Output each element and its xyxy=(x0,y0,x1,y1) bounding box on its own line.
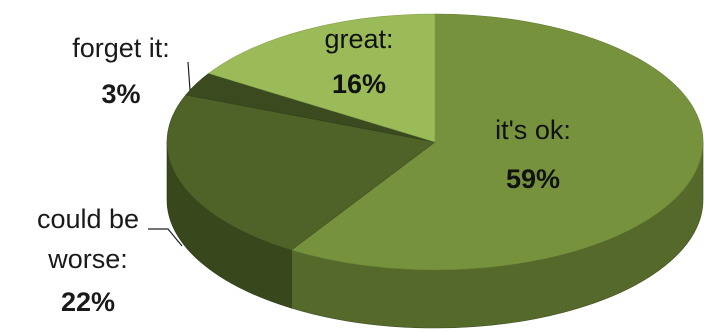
label-could-be-worse: could be worse: 22% xyxy=(37,204,139,317)
leader-lines xyxy=(148,61,191,247)
slice-value-its-ok: 59% xyxy=(506,164,560,194)
slice-label-could-be-worse-line2: worse: xyxy=(47,244,128,274)
pie-slice-it-s-ok xyxy=(290,13,704,271)
pie-slice-great xyxy=(208,13,436,143)
slice-value-forget-it: 3% xyxy=(101,79,140,109)
pie-slice-could-be-worse xyxy=(166,94,436,251)
label-great: great: 16% xyxy=(324,24,393,99)
slice-value-great: 16% xyxy=(332,69,386,99)
pie-slices xyxy=(166,13,704,329)
slice-value-could-be-worse: 22% xyxy=(61,287,115,317)
slice-label-its-ok: it's ok: xyxy=(495,115,571,145)
slice-label-great: great: xyxy=(324,24,393,54)
slice-label-could-be-worse-line1: could be xyxy=(37,204,139,234)
label-forget-it: forget it: 3% xyxy=(72,33,170,109)
slice-label-forget-it: forget it: xyxy=(72,33,170,63)
label-its-ok: it's ok: 59% xyxy=(495,115,571,194)
leader-line-could-be-worse xyxy=(148,228,183,247)
leader-line-forget-it xyxy=(187,61,191,91)
